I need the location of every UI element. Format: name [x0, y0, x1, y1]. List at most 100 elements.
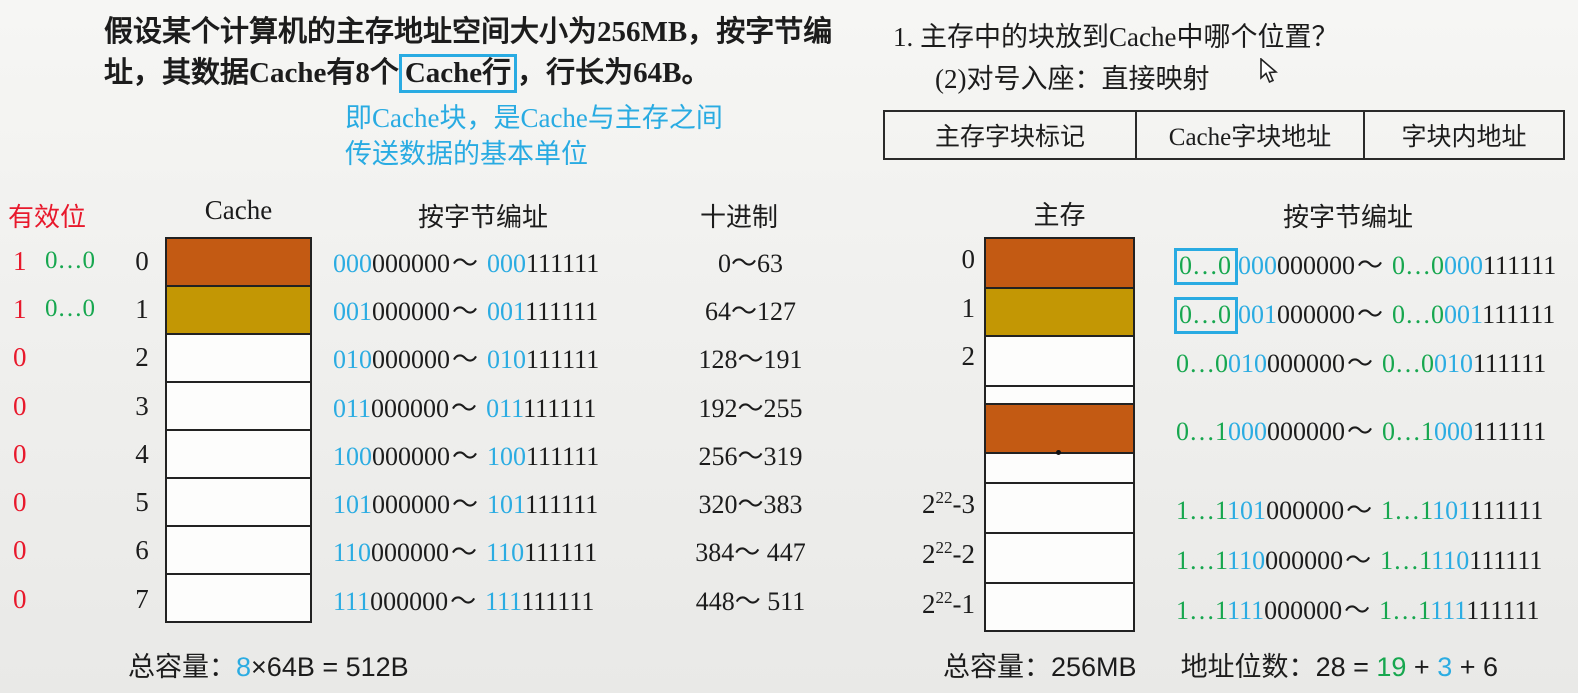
memory-block-ellipsis-bottom — [986, 454, 1133, 484]
capacity-label: 总容量： — [943, 652, 1051, 682]
offset-high: 111111 — [1466, 596, 1540, 625]
line-number: 3 — [135, 390, 149, 421]
question-line2: (2)对号入座：直接映射 — [935, 64, 1210, 94]
label-suffix: -3 — [952, 489, 976, 519]
offset-high: 111111 — [1483, 251, 1557, 280]
cache-title: Cache — [204, 195, 273, 225]
index-bits: 110 — [1431, 546, 1470, 575]
offset-low: 000000 — [371, 538, 450, 568]
memory-address-row-n1: 1…1111000000～ 1…1111111111 — [1176, 590, 1539, 627]
memory-block-n2 — [986, 534, 1133, 584]
tag-bits: 1…1 — [1380, 546, 1432, 575]
byte-address-range: 101000000～ 101111111 — [333, 484, 669, 521]
decimal-header: 十进制 — [700, 203, 779, 232]
cursor-icon — [1258, 57, 1280, 89]
index-bits: 000 — [1444, 251, 1484, 280]
offset-high: 111111 — [525, 490, 599, 520]
index-bits: 000 — [1228, 417, 1267, 446]
tag-bit-count: 19 — [1376, 652, 1407, 682]
tag-bits: 0…0 — [1392, 300, 1445, 329]
index-bit-count: 3 — [1437, 652, 1453, 682]
byte-address-range: 000000000～ 000111111 — [333, 243, 669, 280]
offset-low: 000000 — [372, 490, 450, 520]
index-bits: 011 — [333, 393, 372, 423]
memory-address-row-1: 0…0 001000000～ 0…0001111111 — [1174, 294, 1555, 334]
tag-bits: 0…1 — [1176, 417, 1228, 446]
label-base: 2 — [922, 539, 936, 569]
memory-label-2: 2 — [961, 341, 976, 371]
offset-high: 111111 — [1473, 417, 1547, 446]
decimal-range: 320～383 — [698, 490, 803, 520]
valid-bit-header: 有效位 — [8, 203, 87, 232]
index-bits: 101 — [333, 490, 372, 520]
valid-bit: 0 — [13, 390, 27, 421]
memory-address-row-n3: 1…1101000000～ 1…1101111111 — [1176, 490, 1543, 527]
tag-bits: 0…0 — [1392, 251, 1445, 280]
offset-low: 000000 — [1267, 349, 1345, 378]
main-memory-diagram — [984, 237, 1135, 632]
byte-address-range: 100000000～ 100111111 — [333, 436, 669, 473]
tag-bits: 1…1 — [1379, 596, 1431, 625]
memory-address-row-n2: 1…1110000000～ 1…1110111111 — [1176, 540, 1542, 577]
line-number: 0 — [135, 245, 149, 276]
index-bits: 010 — [487, 345, 527, 375]
byte-address-range: 110000000～ 110111111 — [333, 532, 669, 569]
tag-bits: 1…1 — [1176, 496, 1228, 525]
valid-bit: 0 — [13, 583, 27, 614]
problem-line2-pre: 址，其数据Cache有8个 — [104, 57, 399, 89]
memory-block-ellipsis-top — [986, 387, 1133, 405]
plus-sign: + — [1406, 652, 1438, 682]
offset-high: 111111 — [1469, 546, 1543, 575]
tag-bits: 0…1 — [1382, 417, 1435, 446]
offset-low: 000000 — [370, 586, 449, 616]
memory-block-0 — [986, 239, 1133, 289]
offset-high: 111111 — [523, 393, 597, 423]
index-bits: 010 — [1434, 349, 1474, 378]
valid-bit: 0 — [13, 535, 27, 566]
index-bits: 000 — [487, 248, 527, 278]
problem-line2-post: ，行长为64B。 — [517, 57, 711, 89]
valid-bit: 0 — [13, 487, 27, 518]
tag-bits: 1…1 — [1176, 596, 1228, 625]
decimal-range: 128～191 — [698, 345, 803, 375]
offset-low: 000000 — [372, 248, 450, 278]
range-tilde: ～ — [452, 345, 479, 375]
byte-address-range: 010000000～ 010111111 — [333, 339, 669, 376]
memory-block-n1 — [986, 584, 1133, 630]
memory-label-0: 0 — [961, 244, 976, 274]
cache-line-6-block — [167, 527, 310, 575]
memory-label-1: 1 — [961, 293, 976, 323]
cache-line-highlight-box: Cache行 — [398, 54, 518, 93]
byte-address-header-right: 按字节编址 — [1283, 203, 1414, 232]
index-bits: 010 — [1228, 349, 1267, 378]
index-bits: 001 — [1444, 300, 1483, 329]
label-suffix: -1 — [952, 589, 976, 619]
offset-low: 000000 — [372, 345, 450, 375]
range-tilde: ～ — [450, 586, 477, 616]
tag-value: 0…0 — [45, 295, 95, 323]
offset-bit-count: + 6 — [1452, 652, 1499, 682]
offset-low: 000000 — [1266, 496, 1345, 525]
tag-bits: 0…0 — [1382, 349, 1435, 378]
range-tilde: ～ — [1346, 496, 1373, 525]
tag-bits-highlight-box: 0…0 — [1174, 248, 1238, 285]
problem-line2: 址，其数据Cache有8个 Cache行 ，行长为64B。 — [104, 53, 884, 94]
label-base: 2 — [922, 489, 936, 519]
label-exponent: 22 — [935, 488, 953, 507]
offset-low: 000000 — [372, 441, 450, 471]
memory-block-2 — [986, 337, 1133, 387]
offset-low: 000000 — [372, 296, 450, 326]
index-bits: 110 — [486, 538, 525, 568]
index-bits: 101 — [1227, 496, 1267, 525]
label-base: 2 — [922, 589, 936, 619]
mapping-col-tag: 主存字块标记 — [934, 124, 1085, 151]
index-bits: 101 — [1432, 496, 1471, 525]
offset-high: 111111 — [1470, 496, 1544, 525]
range-tilde: ～ — [451, 393, 478, 423]
index-bits: 000 — [1434, 417, 1474, 446]
cache-line-3-block — [167, 383, 310, 431]
decimal-range: 192～255 — [698, 393, 803, 423]
memory-block-8 — [986, 405, 1133, 454]
index-bits: 011 — [486, 393, 524, 423]
cache-info-rows: 1 0…0 0 000000000～ 000111111 0～63 1 0…0 1… — [0, 237, 832, 623]
